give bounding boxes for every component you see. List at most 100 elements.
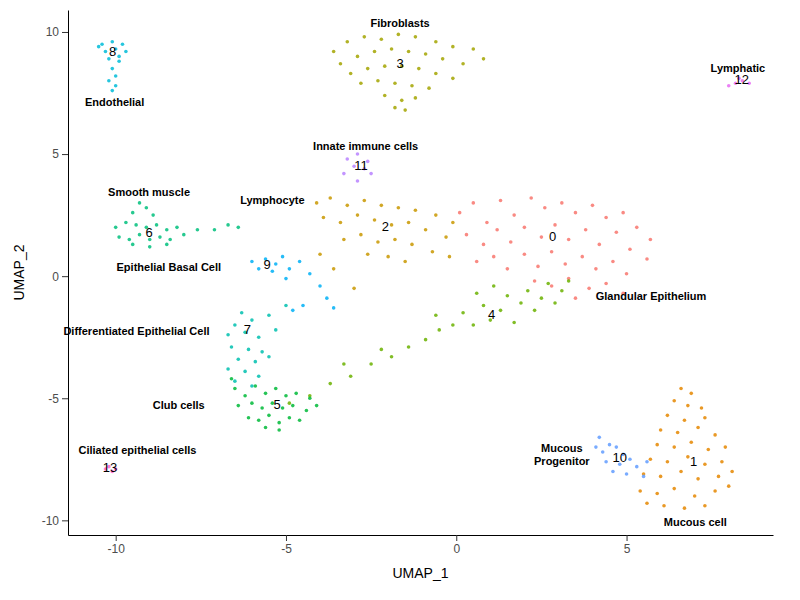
cluster-points: [342, 152, 373, 182]
point: [308, 396, 312, 400]
point: [540, 296, 544, 300]
annotation-line: Smooth muscle: [108, 186, 190, 198]
point: [492, 255, 496, 259]
tick-label: 0: [52, 270, 59, 284]
point: [720, 460, 724, 464]
annotation: Lymphatic: [711, 62, 766, 74]
point: [533, 279, 537, 283]
cluster-points: [332, 33, 485, 112]
point: [434, 72, 438, 76]
point: [407, 345, 411, 349]
point: [383, 64, 387, 68]
point: [601, 450, 605, 454]
point: [117, 55, 121, 59]
point: [615, 230, 619, 234]
point: [97, 45, 101, 49]
point: [138, 233, 142, 237]
point: [128, 238, 132, 242]
point: [434, 40, 438, 44]
point: [621, 211, 625, 215]
point: [332, 267, 336, 271]
point: [318, 252, 322, 256]
point: [325, 296, 329, 300]
point: [598, 436, 602, 440]
cluster-label: 3: [396, 56, 403, 71]
annotation-line: Fibroblasts: [370, 17, 429, 29]
cluster-label: 2: [382, 219, 389, 234]
point: [298, 418, 302, 422]
tick: -5: [48, 392, 68, 406]
point: [264, 392, 268, 396]
annotation: Smooth muscle: [108, 186, 190, 198]
point: [257, 418, 261, 422]
point: [461, 311, 465, 315]
point: [352, 287, 356, 291]
point: [686, 404, 690, 408]
point: [386, 255, 390, 259]
point: [158, 235, 162, 239]
point: [475, 291, 479, 295]
point: [645, 257, 649, 261]
point: [182, 233, 186, 237]
cluster-label: 6: [145, 225, 152, 240]
point: [638, 489, 642, 493]
point: [403, 108, 407, 112]
point: [363, 199, 367, 203]
annotation-line: Differentiated Epithelial Cell: [63, 325, 209, 337]
point: [414, 35, 418, 39]
point: [713, 489, 717, 493]
point: [482, 57, 486, 61]
point: [308, 272, 312, 276]
point: [645, 501, 649, 505]
point: [594, 445, 598, 449]
point: [434, 213, 438, 217]
point: [574, 211, 578, 215]
point: [482, 243, 486, 247]
point: [689, 392, 693, 396]
plot-area: [97, 33, 751, 510]
point: [628, 458, 632, 462]
point: [471, 201, 475, 205]
tick-mark: [62, 154, 68, 155]
point: [434, 313, 438, 317]
point: [131, 211, 135, 215]
point: [373, 218, 377, 222]
point: [373, 50, 377, 54]
point: [659, 428, 663, 432]
point: [250, 401, 254, 405]
tick: -10: [42, 514, 68, 528]
point: [345, 157, 349, 161]
annotation-line: Progenitor: [534, 455, 590, 467]
point: [553, 301, 557, 305]
point: [451, 77, 455, 81]
point: [117, 59, 121, 63]
point: [553, 223, 557, 227]
annotation: Innate immune cells: [313, 140, 418, 152]
point: [230, 377, 234, 381]
point: [267, 414, 271, 418]
cluster-label: 10: [613, 450, 627, 465]
point: [356, 213, 360, 217]
cluster-points: [638, 387, 734, 510]
tick-label: 10: [46, 25, 60, 39]
point: [257, 267, 261, 271]
point: [696, 477, 700, 481]
point: [611, 470, 615, 474]
point: [114, 84, 118, 88]
point: [332, 306, 336, 310]
point: [342, 362, 346, 366]
point: [509, 240, 513, 244]
point: [315, 404, 319, 408]
cluster-points: [114, 201, 240, 249]
point: [407, 221, 411, 225]
point: [250, 384, 254, 388]
tick-mark: [62, 520, 68, 521]
point: [625, 272, 629, 276]
point: [332, 50, 336, 54]
tick-mark: [627, 535, 628, 541]
point: [512, 213, 516, 217]
point: [512, 321, 516, 325]
point: [683, 418, 687, 422]
point: [277, 421, 281, 425]
tick-mark: [116, 535, 117, 541]
